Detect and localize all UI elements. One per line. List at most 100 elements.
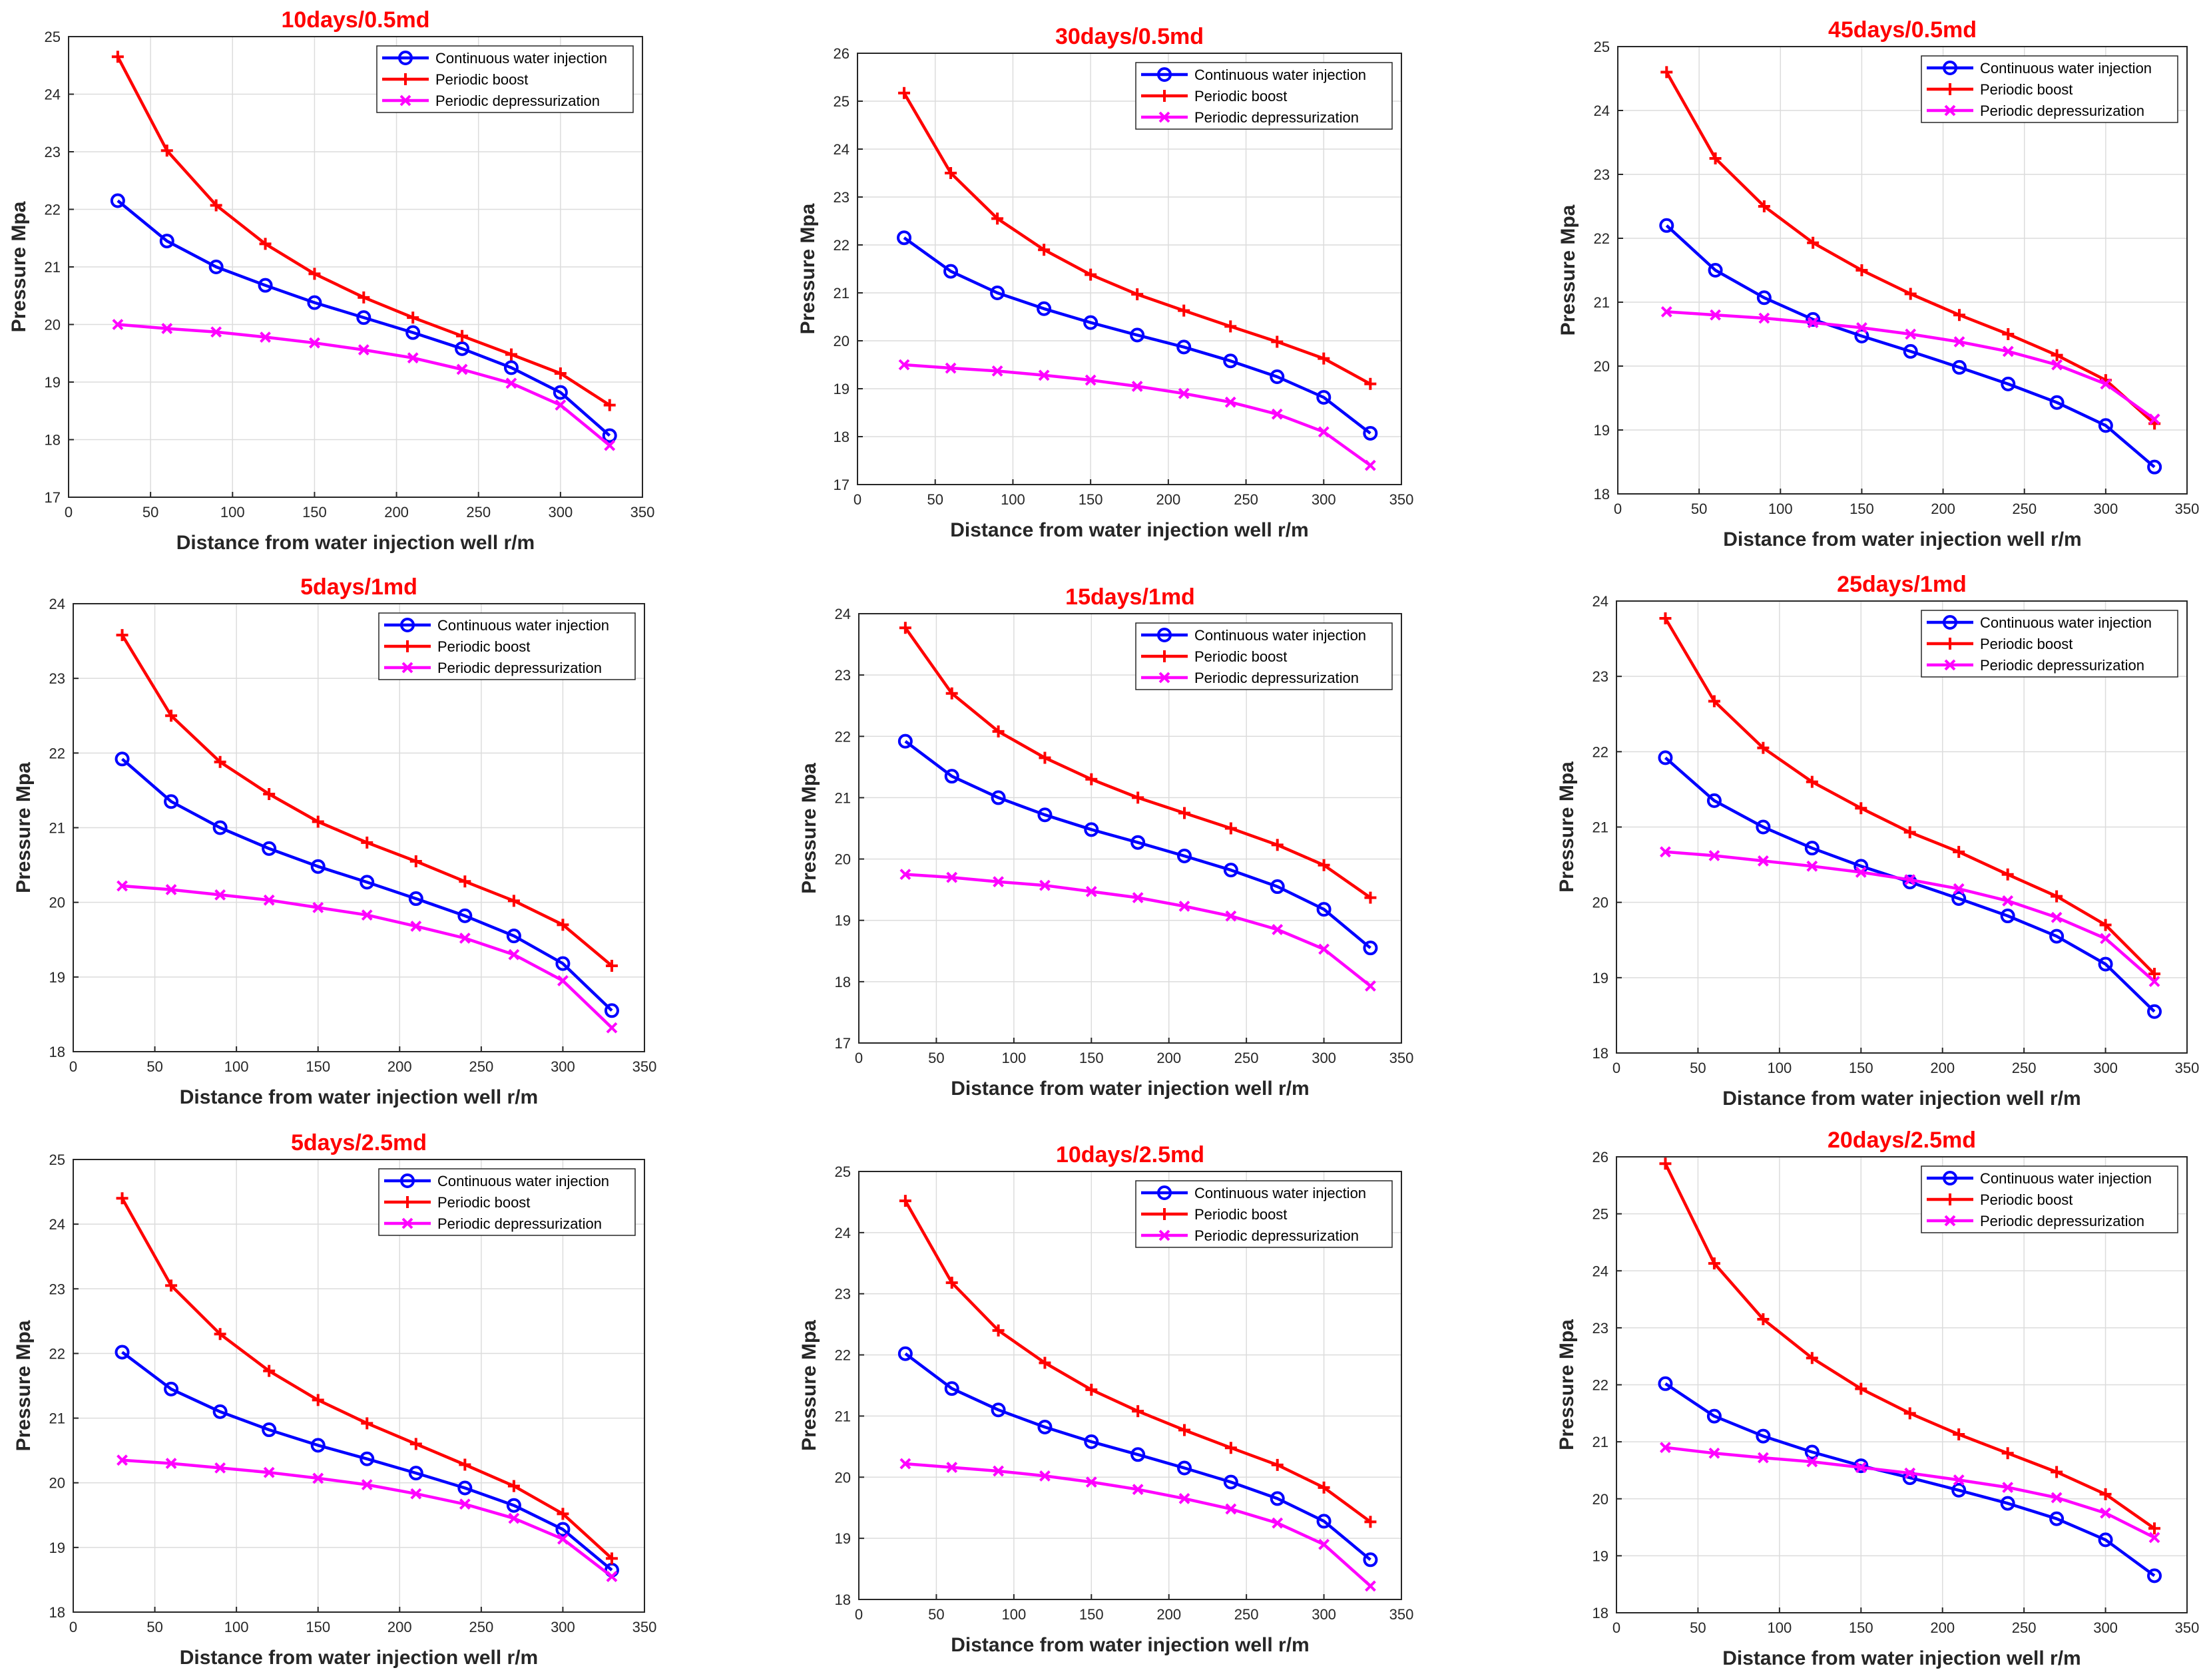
data-point <box>505 348 517 361</box>
legend-label: Periodic depressurization <box>1194 670 1359 686</box>
data-point <box>1177 1460 1192 1476</box>
x-tick-label: 300 <box>1312 491 1336 508</box>
data-point <box>1037 807 1053 823</box>
series-line-1 <box>121 757 613 1012</box>
legend-marker <box>401 640 413 652</box>
y-tick-label: 26 <box>834 45 850 62</box>
data-point <box>897 1346 913 1361</box>
legend-label: Periodic boost <box>1980 636 2073 652</box>
data-point <box>410 921 422 932</box>
data-point <box>2098 956 2113 972</box>
data-point <box>307 295 322 310</box>
data-point <box>1132 892 1144 904</box>
data-point <box>1659 1157 1672 1170</box>
x-tick-label: 250 <box>466 504 491 521</box>
y-tick-label: 17 <box>45 489 61 506</box>
data-point <box>946 871 958 883</box>
y-tick-label: 21 <box>1593 819 1608 836</box>
data-point <box>457 908 473 923</box>
x-tick-label: 250 <box>1234 1050 1259 1066</box>
data-point <box>263 1466 275 1478</box>
data-point <box>602 428 617 443</box>
data-point <box>1178 1493 1190 1504</box>
data-point <box>503 360 519 375</box>
chart-title: 10days/0.5md <box>281 7 429 33</box>
data-point <box>992 1324 1005 1337</box>
data-point <box>603 399 616 411</box>
legend-marker <box>1157 67 1172 82</box>
x-tick-label: 200 <box>1931 501 1955 517</box>
y-tick-label: 18 <box>1593 1605 1608 1621</box>
data-point <box>553 385 568 400</box>
data-point <box>1316 1514 1332 1529</box>
data-point <box>2098 1532 2113 1548</box>
data-point <box>1903 1407 1916 1420</box>
y-axis-label: Pressure Mpa <box>798 763 820 894</box>
data-point <box>356 310 371 325</box>
y-tick-label: 22 <box>1594 230 1610 247</box>
x-tick-label: 300 <box>2093 1060 2118 1076</box>
legend-label: Continuous water injection <box>1194 67 1366 83</box>
x-tick-label: 50 <box>928 1050 944 1066</box>
y-tick-label: 18 <box>835 1591 851 1608</box>
x-tick-label: 150 <box>1079 1050 1104 1066</box>
data-point <box>507 895 520 907</box>
y-tick-label: 24 <box>45 87 61 103</box>
y-tick-label: 23 <box>835 1286 851 1303</box>
data-point <box>2148 1532 2160 1544</box>
x-tick-label: 200 <box>387 1619 412 1635</box>
legend-marker <box>1944 105 1956 116</box>
data-point <box>555 399 567 411</box>
data-point <box>1224 822 1237 835</box>
data-point <box>361 836 373 849</box>
legend-marker <box>1944 659 1956 671</box>
data-point <box>1085 268 1097 281</box>
legend-marker <box>1158 1208 1170 1220</box>
x-tick-label: 0 <box>855 1050 863 1066</box>
data-point <box>408 1466 423 1481</box>
data-point <box>1132 1484 1144 1496</box>
x-tick-label: 50 <box>1691 501 1707 517</box>
y-tick-label: 26 <box>1593 1149 1608 1165</box>
data-point <box>1758 312 1770 324</box>
data-point <box>405 325 421 340</box>
x-tick-label: 200 <box>1930 1619 1955 1636</box>
y-tick-label: 23 <box>49 1281 65 1297</box>
chart-title: 10days/2.5md <box>1056 1142 1204 1167</box>
data-point <box>1363 941 1378 956</box>
series-line-1 <box>904 1352 1371 1562</box>
data-point <box>1660 1442 1671 1454</box>
data-point <box>993 1465 1004 1477</box>
legend-label: Continuous water injection <box>1980 60 2152 77</box>
data-point <box>1364 377 1377 390</box>
data-point <box>214 889 226 901</box>
legend-marker <box>401 1196 413 1208</box>
y-tick-label: 22 <box>45 202 61 218</box>
y-tick-label: 20 <box>835 851 851 868</box>
legend-marker <box>1944 83 1956 95</box>
data-point <box>115 1345 130 1360</box>
legend-label: Periodic depressurization <box>435 93 600 109</box>
data-point <box>605 960 618 972</box>
data-point <box>409 855 422 867</box>
data-point <box>944 1381 959 1396</box>
data-point <box>117 1454 128 1466</box>
data-point <box>358 291 370 304</box>
data-point <box>263 788 276 801</box>
x-tick-label: 0 <box>69 1058 77 1075</box>
data-point <box>557 1533 569 1545</box>
legend-label: Periodic boost <box>437 638 530 655</box>
y-tick-label: 18 <box>1593 1045 1608 1062</box>
data-point <box>1039 751 1051 764</box>
data-point <box>1953 883 1965 895</box>
data-point <box>2001 868 2014 881</box>
legend-marker <box>399 73 411 85</box>
y-tick-label: 18 <box>45 432 61 449</box>
data-point <box>1270 369 1285 384</box>
data-point <box>361 909 373 921</box>
data-point <box>459 933 471 944</box>
x-tick-label: 150 <box>1849 501 1874 517</box>
y-axis-label: Pressure Mpa <box>8 201 30 332</box>
x-tick-label: 350 <box>632 1619 657 1635</box>
